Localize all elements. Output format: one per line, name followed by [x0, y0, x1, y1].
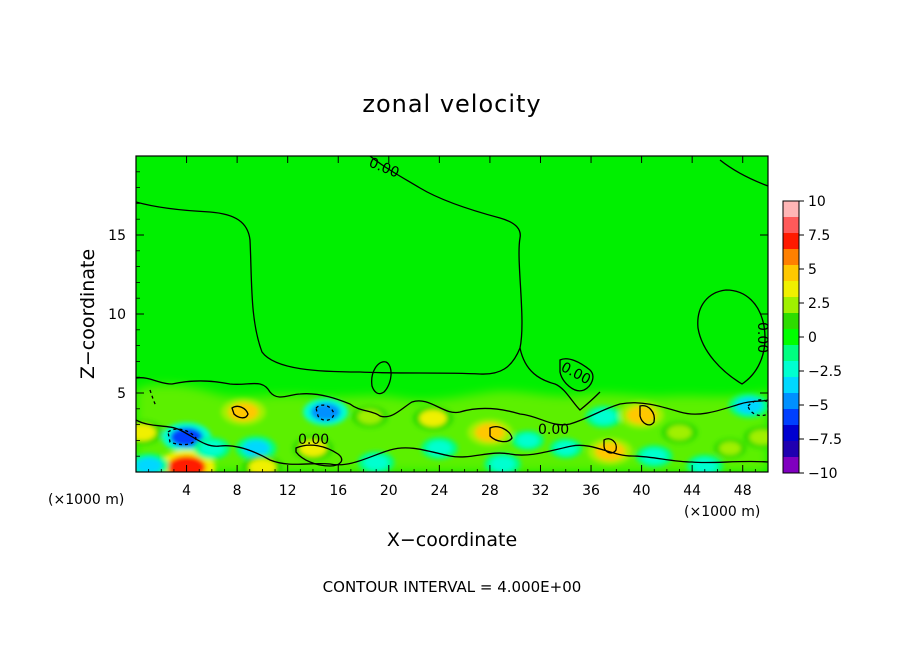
x-tick-label: 32: [532, 483, 550, 499]
x-unit-left: (×1000 m): [48, 492, 124, 508]
x-tick-label: 12: [279, 483, 297, 499]
contour-label: 0.00: [538, 422, 569, 438]
x-tick-label: 8: [233, 483, 242, 499]
contour-label: 0.00: [754, 322, 770, 353]
y-tick-label: 15: [108, 228, 126, 244]
chart-title: zonal velocity: [362, 90, 541, 118]
colorbar-swatch: [783, 409, 799, 426]
velocity-cell: [299, 440, 327, 457]
y-axis-label: Z−coordinate: [77, 249, 99, 379]
colorbar: 10 7.5 5 2.5 0 −2.5 −5 −7.5 −10: [782, 194, 842, 482]
colorbar-swatch: [783, 249, 799, 266]
contour-line: [167, 428, 197, 446]
velocity-cell: [242, 440, 270, 457]
velocity-cell: [490, 456, 515, 472]
colorbar-tick-label: 7.5: [808, 228, 830, 244]
x-tick-label: 44: [683, 483, 701, 499]
colorbar-tick-label: 5: [808, 262, 817, 278]
colorbar-swatch: [783, 393, 799, 410]
x-unit-right: (×1000 m): [684, 504, 760, 520]
colorbar-swatch: [783, 313, 799, 330]
x-tick-label: 24: [430, 483, 448, 499]
contour-line: [489, 426, 513, 443]
contour-line: [519, 347, 601, 411]
contour-line: [603, 438, 617, 454]
colorbar-tick-label: −5: [808, 398, 829, 414]
velocity-cell: [357, 409, 383, 425]
velocity-cell: [692, 458, 717, 472]
contour-line: [371, 361, 392, 395]
colorbar-tick-label: −10: [808, 466, 838, 482]
contour-line: [136, 419, 768, 466]
contour-interval-note: CONTOUR INTERVAL = 4.000E+00: [323, 578, 582, 596]
colorbar-tick-label: −2.5: [808, 364, 842, 380]
velocity-cell: [667, 425, 692, 440]
colorbar-swatch: [783, 345, 799, 362]
colorbar-tick-label: 0: [808, 330, 817, 346]
x-axis-label: X−coordinate: [387, 529, 517, 551]
velocity-cell: [310, 402, 341, 421]
y-axis: 5 10 15: [108, 171, 768, 457]
x-tick-label: 28: [481, 483, 499, 499]
velocity-cell: [719, 441, 741, 455]
velocity-cell: [228, 402, 259, 421]
velocity-cell: [136, 424, 156, 441]
y-tick-label: 10: [108, 307, 126, 323]
x-tick-label: 48: [734, 483, 752, 499]
x-axis: 4 8 12 16 20 24 28 32 36 40 44 48: [148, 156, 756, 499]
contour-line: [639, 405, 655, 426]
contour-line: [136, 156, 523, 375]
colorbar-swatch: [783, 329, 799, 346]
x-tick-label: 40: [633, 483, 651, 499]
contour-line: [231, 405, 249, 419]
velocity-cell: [363, 455, 389, 470]
velocity-cell: [170, 427, 203, 448]
colorbar-swatch: [783, 201, 799, 218]
velocity-cell: [591, 409, 616, 425]
colorbar-swatch: [783, 377, 799, 394]
x-tick-label: 36: [582, 483, 600, 499]
velocity-cell: [136, 457, 163, 472]
velocity-cell: [248, 459, 276, 472]
colorbar-tick-label: 10: [808, 194, 826, 210]
x-tick-label: 4: [182, 483, 191, 499]
contour-line: [697, 289, 766, 385]
y-tick-label: 5: [117, 386, 126, 402]
colorbar-tick-label: 2.5: [808, 296, 830, 312]
contour-line: [719, 159, 768, 187]
plot-area: 0.00 0.00 0.00 0.00 0.00: [136, 156, 770, 472]
colorbar-swatch: [783, 457, 799, 474]
contour-lines: [136, 156, 768, 467]
velocity-cell: [167, 455, 206, 472]
velocity-cell: [517, 433, 539, 447]
contour-label: 0.00: [298, 432, 329, 448]
velocity-cell: [554, 441, 577, 455]
colorbar-swatch: [783, 297, 799, 314]
contour-line: [136, 377, 768, 426]
contour-line: [747, 399, 768, 417]
velocity-cell: [749, 429, 768, 445]
velocity-cell: [642, 448, 667, 464]
colorbar-swatch: [783, 281, 799, 298]
contour-line: [149, 389, 157, 407]
contour-line: [295, 444, 343, 467]
x-tick-label: 16: [329, 483, 347, 499]
x-tick-label: 20: [380, 483, 398, 499]
colorbar-swatch: [783, 361, 799, 378]
contour-line: [315, 404, 335, 421]
colorbar-swatch: [783, 265, 799, 282]
velocity-cell: [626, 406, 657, 425]
colorbar-swatch: [783, 425, 799, 442]
colorbar-swatch: [783, 217, 799, 234]
colorbar-tick-label: −7.5: [808, 432, 842, 448]
contour-line: [559, 358, 594, 392]
colorbar-swatch: [783, 233, 799, 250]
colorbar-swatch: [783, 441, 799, 458]
velocity-cell: [419, 410, 447, 427]
